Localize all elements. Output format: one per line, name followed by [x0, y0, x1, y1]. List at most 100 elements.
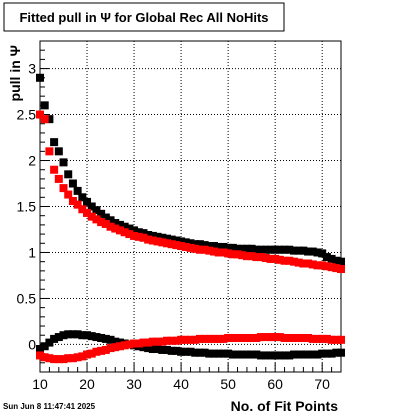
data-point — [139, 229, 148, 238]
data-point — [318, 334, 327, 343]
data-point — [257, 253, 266, 262]
data-point — [191, 335, 200, 344]
data-point — [153, 232, 162, 241]
data-point — [210, 334, 219, 343]
data-point — [327, 263, 336, 272]
data-point — [219, 248, 228, 257]
data-point — [238, 333, 247, 342]
data-point — [153, 345, 162, 354]
data-point — [224, 349, 233, 358]
data-point — [36, 351, 44, 360]
data-point — [219, 242, 228, 251]
data-point — [186, 243, 195, 252]
data-point — [111, 219, 120, 228]
data-point — [238, 244, 247, 253]
data-point — [36, 73, 44, 82]
data-point — [92, 206, 101, 215]
data-point — [181, 238, 190, 247]
data-point — [214, 349, 223, 358]
data-point — [219, 334, 228, 343]
y-tick-label: 0 — [28, 336, 36, 352]
data-point — [59, 331, 68, 340]
data-point — [205, 242, 214, 251]
data-point — [106, 335, 115, 344]
data-point — [177, 242, 186, 251]
data-point — [186, 239, 195, 248]
data-point — [78, 331, 87, 340]
data-point — [87, 212, 96, 221]
data-point — [289, 246, 298, 255]
data-point — [83, 197, 92, 206]
x-axis-title: No. of Fit Points — [231, 398, 339, 414]
data-point — [87, 349, 96, 358]
data-point — [125, 224, 134, 233]
data-point — [242, 333, 251, 342]
data-point — [78, 193, 87, 202]
data-point — [289, 350, 298, 359]
data-point — [210, 242, 219, 251]
data-point — [158, 233, 167, 242]
data-point — [40, 353, 49, 362]
data-point — [101, 213, 110, 222]
data-point — [233, 333, 242, 342]
data-point — [181, 347, 190, 356]
data-point — [261, 245, 270, 254]
data-point — [36, 345, 44, 354]
data-point — [78, 205, 87, 214]
data-point — [59, 184, 68, 193]
data-point — [172, 241, 181, 250]
data-point — [247, 244, 256, 253]
data-point — [158, 337, 167, 346]
data-point — [101, 334, 110, 343]
x-tick-label: 40 — [173, 376, 189, 392]
data-point — [233, 250, 242, 259]
data-point — [205, 246, 214, 255]
data-point — [186, 347, 195, 356]
data-point — [139, 233, 148, 242]
data-point — [148, 345, 157, 354]
data-point — [280, 256, 289, 265]
data-point — [280, 333, 289, 342]
data-point — [275, 333, 284, 342]
data-point — [50, 355, 59, 364]
data-point — [130, 339, 139, 348]
data-point — [285, 351, 294, 360]
data-point — [148, 231, 157, 240]
data-point — [125, 340, 134, 349]
data-point — [111, 337, 120, 346]
data-point — [304, 333, 313, 342]
data-point — [214, 242, 223, 251]
data-point — [167, 240, 176, 249]
data-point — [148, 337, 157, 346]
data-point — [139, 338, 148, 347]
data-point — [261, 351, 270, 360]
data-point — [68, 179, 77, 188]
data-point — [257, 333, 266, 342]
data-point — [247, 252, 256, 261]
data-point — [332, 264, 341, 273]
data-point — [242, 350, 251, 359]
y-tick-label: 2 — [28, 153, 36, 169]
data-point — [120, 341, 129, 350]
data-point — [120, 228, 129, 237]
data-point — [106, 216, 115, 225]
data-point — [54, 147, 63, 156]
data-point — [50, 138, 59, 147]
data-point — [68, 330, 77, 339]
data-point — [327, 254, 336, 263]
data-point — [318, 261, 327, 270]
data-point — [115, 226, 124, 235]
y-tick-label: 1.5 — [17, 199, 37, 215]
data-point — [313, 248, 322, 257]
data-point — [322, 262, 331, 271]
data-point — [172, 336, 181, 345]
data-point — [134, 228, 143, 237]
data-point — [308, 334, 317, 343]
data-point — [275, 255, 284, 264]
data-point — [73, 200, 82, 209]
data-point — [205, 334, 214, 343]
data-point — [285, 245, 294, 254]
data-point — [280, 245, 289, 254]
data-point — [172, 346, 181, 355]
data-point — [177, 237, 186, 246]
